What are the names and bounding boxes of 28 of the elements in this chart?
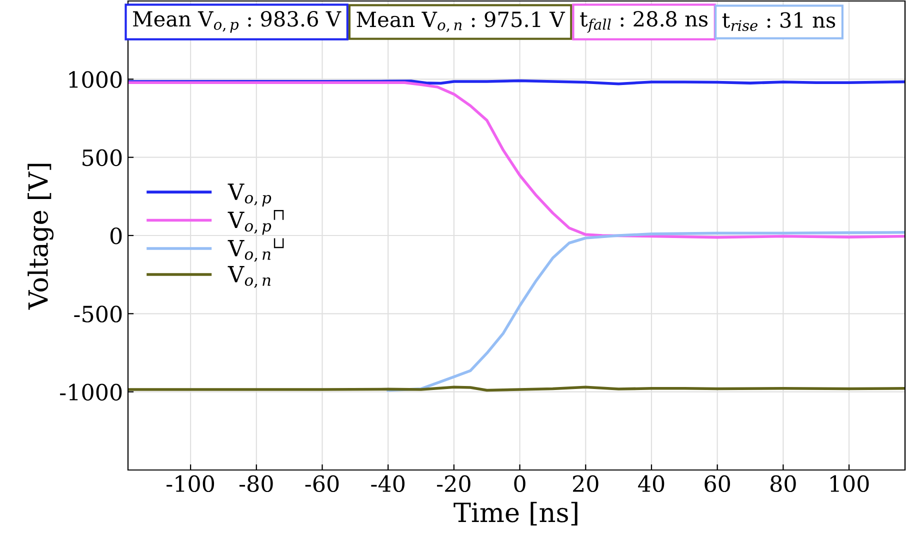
- y-tick-label: 1000: [69, 71, 122, 88]
- y-tick-label: -1000: [60, 384, 122, 401]
- annotation: Mean V$_{o,p}$ : 983.6 V: [133, 10, 342, 33]
- legend-label: V$_{o,n}$$^{⊔}$: [228, 238, 284, 262]
- legend-label: V$_{o,p}$: [228, 184, 272, 207]
- y-tick-label: 0: [110, 227, 122, 244]
- y-tick-label: -500: [74, 306, 122, 322]
- y-tick-label: 500: [82, 149, 122, 166]
- x-tick-label: -80: [239, 475, 273, 492]
- y-axis-title: Voltage [V]: [28, 164, 54, 310]
- x-tick-label: 40: [638, 475, 664, 492]
- x-tick-label: 0: [514, 475, 526, 492]
- x-tick-label: 20: [573, 475, 598, 492]
- x-tick-label: -60: [305, 475, 339, 492]
- x-tick-label: -100: [166, 475, 214, 492]
- legend-label: V$_{o,p}$$^{⊓}$: [228, 210, 284, 235]
- x-tick-label: 100: [830, 475, 869, 492]
- annotation: Mean V$_{o,n}$ : 975.1 V: [356, 11, 566, 32]
- x-tick-label: -20: [437, 475, 470, 492]
- x-tick-label: -40: [371, 475, 405, 492]
- legend-label: V$_{o,n}$: [228, 266, 270, 288]
- x-axis-title: Time [ns]: [454, 502, 578, 526]
- line-series: [386, 230, 905, 392]
- annotation: t$_{fall}$ : 28.8 ns: [580, 10, 708, 33]
- annotation: t$_{rise}$ : 31 ns: [722, 12, 836, 32]
- x-tick-label: 80: [770, 475, 796, 492]
- line-series: [128, 81, 905, 239]
- x-tick-label: 60: [704, 475, 730, 492]
